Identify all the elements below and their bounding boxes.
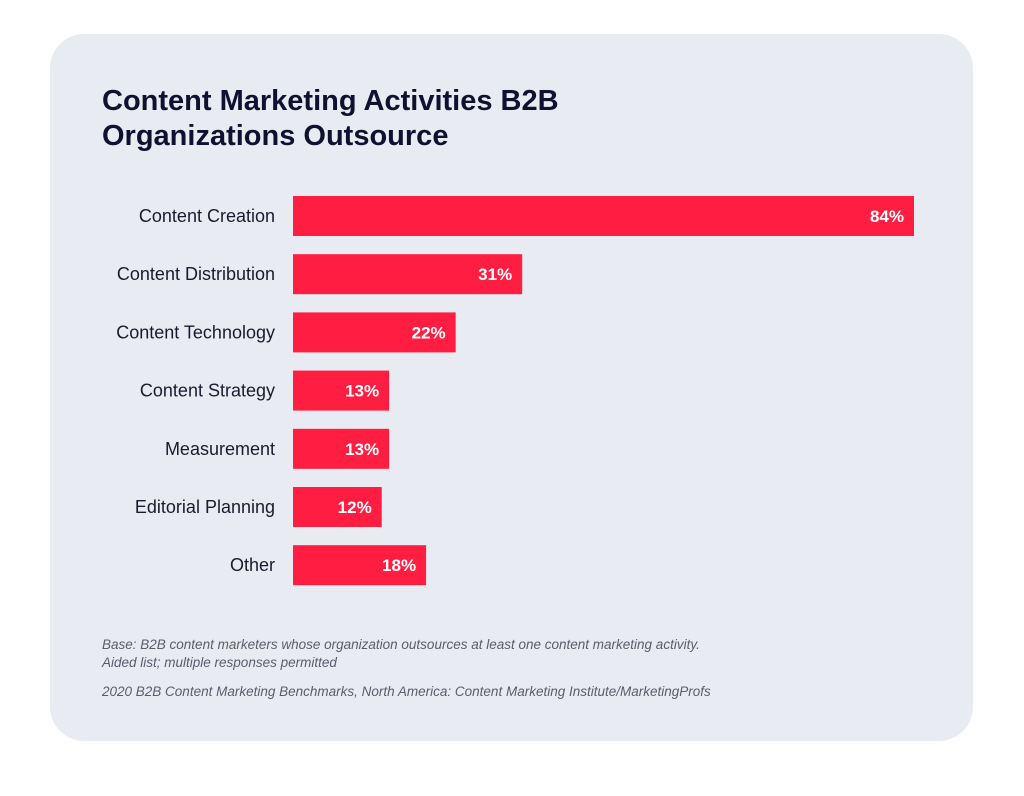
category-label: Content Creation xyxy=(139,206,275,226)
category-label: Content Technology xyxy=(116,322,275,342)
bar-content-distribution xyxy=(293,254,523,295)
category-label: Content Strategy xyxy=(140,381,275,401)
bar-editorial-planning xyxy=(293,487,382,527)
footnote-base-line-1: Base: B2B content marketers whose organi… xyxy=(102,637,700,652)
chart-title-line-1: Content Marketing Activities B2B xyxy=(102,85,559,117)
category-label: Measurement xyxy=(165,439,275,459)
bar-measurement xyxy=(293,428,390,469)
value-label: 12% xyxy=(338,498,372,517)
bar-content-technology xyxy=(293,312,456,353)
category-label: Editorial Planning xyxy=(135,497,275,517)
bar-other xyxy=(293,545,427,586)
category-label: Other xyxy=(230,555,275,575)
value-label: 22% xyxy=(412,323,446,342)
value-label: 13% xyxy=(345,382,379,401)
value-label: 31% xyxy=(478,265,512,284)
chart-card xyxy=(50,34,973,741)
value-label: 18% xyxy=(382,556,416,575)
chart-title: Content Marketing Activities B2B Organiz… xyxy=(102,84,722,154)
bar-content-strategy xyxy=(293,370,390,411)
value-label: 13% xyxy=(345,440,379,459)
category-label: Content Distribution xyxy=(117,264,275,284)
bar-content-creation xyxy=(293,196,914,236)
value-label: 84% xyxy=(870,207,904,226)
footnote-base: Base: B2B content marketers whose organi… xyxy=(102,636,902,672)
chart-title-line-2: Organizations Outsource xyxy=(102,120,449,152)
footnote-base-line-2: Aided list; multiple responses permitted xyxy=(102,655,337,670)
footnote-source: 2020 B2B Content Marketing Benchmarks, N… xyxy=(102,684,711,699)
